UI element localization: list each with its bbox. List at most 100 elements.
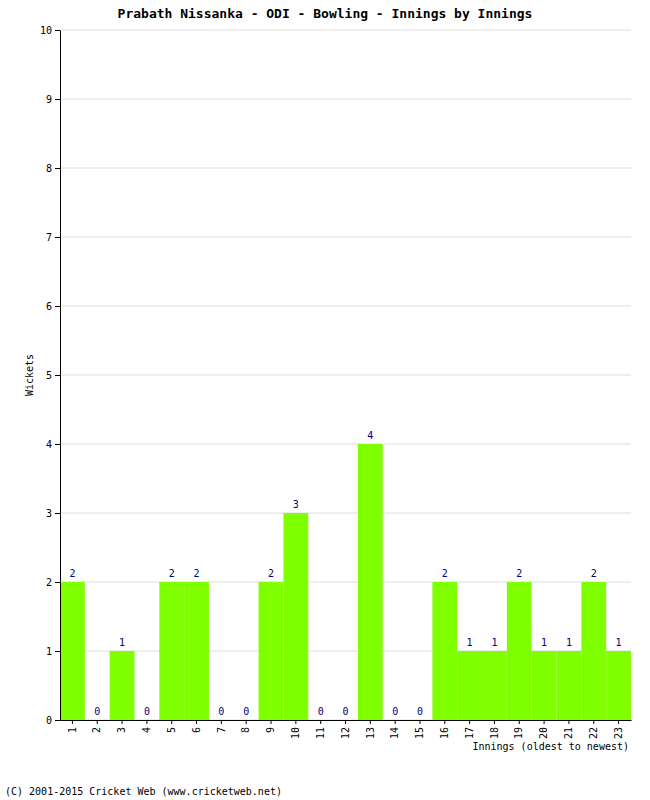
bar [557, 651, 582, 720]
tick-mark [370, 720, 371, 724]
bar [134, 720, 159, 721]
tick-label: 22 [588, 727, 599, 739]
background [0, 0, 650, 800]
tick: 8 [240, 720, 251, 733]
data-label: 2 [268, 568, 274, 579]
tick-mark [55, 444, 60, 445]
data-label: 2 [169, 568, 175, 579]
tick: 2 [91, 720, 102, 733]
grid-line [60, 30, 631, 31]
tick-mark [72, 720, 73, 724]
tick: 15 [414, 720, 425, 739]
data-label: 0 [144, 706, 150, 717]
data-label: 2 [516, 568, 522, 579]
tick: 7 [216, 720, 227, 733]
data-label: 4 [367, 430, 373, 441]
tick: 1 [67, 720, 78, 733]
tick-mark [246, 720, 247, 724]
bar [457, 651, 482, 720]
tick-mark [469, 720, 470, 724]
tick-label: 5 [166, 727, 177, 733]
bar [283, 513, 308, 720]
x-axis: 1234567891011121314151617181920212223 [61, 720, 632, 739]
data-label: 0 [94, 706, 100, 717]
tick-label: 8 [240, 727, 251, 733]
tick: 21 [563, 720, 574, 739]
tick: 0 [46, 715, 60, 726]
data-label: 0 [243, 706, 249, 717]
data-label: 0 [318, 706, 324, 717]
tick: 23 [613, 720, 624, 739]
data-label: 1 [467, 637, 473, 648]
tick-mark [593, 720, 594, 724]
tick: 2 [46, 577, 60, 588]
tick: 11 [315, 720, 326, 739]
annotation: (C) 2001-2015 Cricket Web (www.cricketwe… [5, 786, 282, 797]
tick-mark [55, 99, 60, 100]
bar [333, 720, 358, 721]
tick: 20 [538, 720, 549, 739]
tick: 7 [46, 232, 60, 243]
bar [259, 582, 284, 720]
tick-label: 11 [315, 727, 326, 739]
bar [507, 582, 532, 720]
grid-line [60, 513, 631, 514]
bar [408, 720, 433, 721]
data-label: 2 [69, 568, 75, 579]
tick-label: 9 [265, 727, 276, 733]
bar [184, 582, 209, 720]
tick: 1 [46, 646, 60, 657]
tick: 5 [46, 370, 60, 381]
tick-label: 15 [414, 727, 425, 739]
tick: 19 [513, 720, 524, 739]
tick-mark [196, 720, 197, 724]
tick: 9 [46, 94, 60, 105]
data-label: 3 [293, 499, 299, 510]
bar [209, 720, 234, 721]
tick-mark [55, 237, 60, 238]
tick-mark [55, 30, 60, 31]
tick-mark [395, 720, 396, 724]
tick-label: 18 [489, 727, 500, 739]
tick-mark [122, 720, 123, 724]
data-label: 1 [541, 637, 547, 648]
tick-label: 4 [46, 439, 52, 450]
tick-label: 10 [40, 25, 52, 36]
tick: 8 [46, 163, 60, 174]
tick-mark [568, 720, 569, 724]
tick: 3 [116, 720, 127, 733]
tick-label: 6 [46, 301, 52, 312]
tick: 10 [40, 25, 60, 36]
bar [532, 651, 557, 720]
tick: 6 [191, 720, 202, 733]
y-axis-title: Wickets [24, 354, 35, 396]
tick-label: 7 [46, 232, 52, 243]
tick-mark [55, 582, 60, 583]
tick-label: 2 [91, 727, 102, 733]
data-label: 2 [442, 568, 448, 579]
bar [358, 444, 383, 720]
tick: 9 [265, 720, 276, 733]
tick-label: 2 [46, 577, 52, 588]
tick-mark [171, 720, 172, 724]
tick-label: 0 [46, 715, 52, 726]
tick-mark [544, 720, 545, 724]
tick-mark [97, 720, 98, 724]
bar [234, 720, 259, 721]
data-label: 0 [392, 706, 398, 717]
tick-label: 9 [46, 94, 52, 105]
grid [60, 30, 631, 720]
tick-label: 23 [613, 727, 624, 739]
tick-mark [221, 720, 222, 724]
tick-mark [55, 720, 60, 721]
data-labels: 20102200230040021121121 [69, 430, 621, 717]
tick-mark [55, 651, 60, 652]
tick-label: 17 [464, 727, 475, 739]
tick-label: 7 [216, 727, 227, 733]
tick: 14 [389, 720, 400, 739]
data-label: 0 [342, 706, 348, 717]
data-label: 2 [591, 568, 597, 579]
x-axis-title: Innings (oldest to newest) [472, 741, 629, 752]
tick-label: 3 [46, 508, 52, 519]
tick-mark [494, 720, 495, 724]
